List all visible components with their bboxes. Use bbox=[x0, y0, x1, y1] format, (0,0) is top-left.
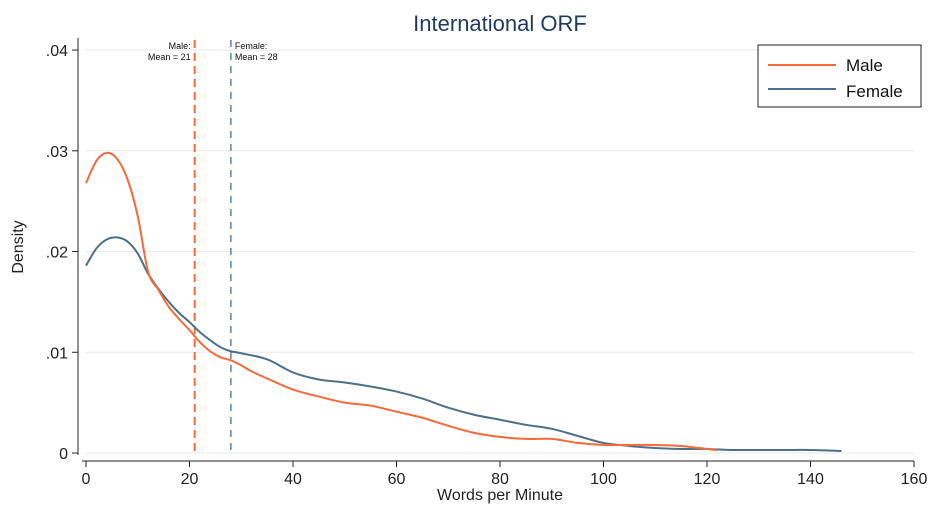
x-tick-label: 20 bbox=[181, 471, 199, 488]
x-tick-label: 120 bbox=[694, 471, 721, 488]
gridlines bbox=[86, 49, 914, 454]
x-tick-label: 160 bbox=[901, 471, 928, 488]
x-tick-label: 80 bbox=[491, 471, 509, 488]
x-tick-label: 60 bbox=[388, 471, 406, 488]
x-axis-label: Words per Minute bbox=[437, 487, 563, 504]
density-curves bbox=[85, 151, 842, 452]
mean-annotation-female-label: Female: bbox=[235, 41, 268, 51]
legend-label-female: Female bbox=[846, 82, 903, 101]
mean-reference-lines: Male:Mean = 21 Female:Mean = 28 bbox=[148, 40, 278, 456]
legend-box bbox=[757, 44, 922, 108]
x-tick-label: 140 bbox=[797, 471, 824, 488]
series-line-male bbox=[85, 151, 718, 451]
mean-annotation-male-value: Mean = 21 bbox=[148, 52, 191, 62]
mean-annotation-female-value: Mean = 28 bbox=[235, 52, 278, 62]
chart-title: International ORF bbox=[413, 11, 587, 36]
x-tick-label: 100 bbox=[590, 471, 617, 488]
y-tick-label: .02 bbox=[46, 245, 68, 262]
y-axis-label: Density bbox=[10, 220, 27, 273]
series-line-female bbox=[85, 236, 842, 452]
x-tick-label: 40 bbox=[284, 471, 302, 488]
y-tick-label: 0 bbox=[59, 446, 68, 463]
y-tick-label: .01 bbox=[46, 345, 68, 362]
legend-label-male: Male bbox=[846, 56, 883, 75]
axes: 0 .01 .02 .03 .04 0 20 40 60 80 100 120 140 160 bbox=[46, 38, 928, 488]
x-tick-label: 0 bbox=[82, 471, 91, 488]
y-tick-label: .04 bbox=[46, 43, 68, 60]
y-tick-label: .03 bbox=[46, 144, 68, 161]
mean-annotation-male-label: Male: bbox=[169, 41, 191, 51]
legend: Male Female bbox=[757, 44, 922, 108]
